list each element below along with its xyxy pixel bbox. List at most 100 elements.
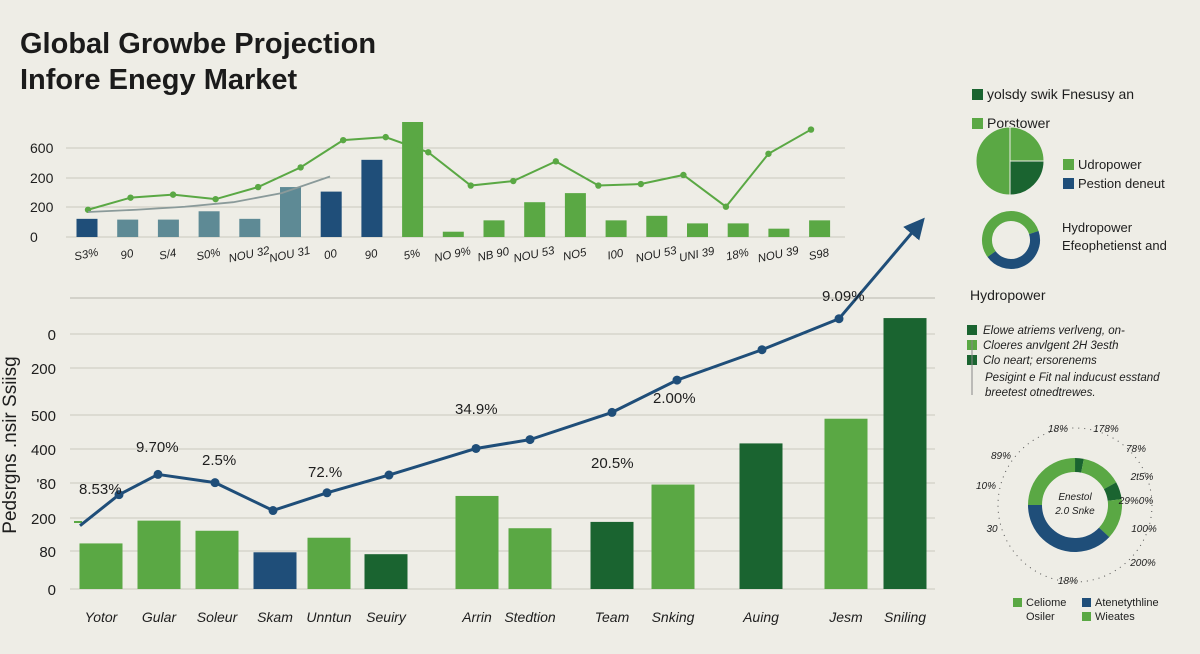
bottom-data-label: 8.53% xyxy=(79,481,122,498)
legend-label: Clo neart; ersorenems xyxy=(983,355,1097,367)
bottom-data-label: 9.70% xyxy=(136,439,179,456)
donut-pct-label: 29%0% xyxy=(1118,496,1154,507)
legend-swatch xyxy=(1082,612,1091,621)
bottom-y-tick-label: 500 xyxy=(31,408,56,425)
top-y-tick-label: 200 xyxy=(30,199,54,215)
top-x-tick-label: NO 9% xyxy=(433,245,472,264)
bottom-x-tick-label: Stedtion xyxy=(504,609,556,625)
top-series-point xyxy=(680,171,687,179)
bottom-x-tick-label: Unntun xyxy=(306,609,351,625)
top-x-tick-label: 00 xyxy=(323,248,339,263)
top-x-tick-label: S3% xyxy=(73,247,99,264)
top-series-point xyxy=(339,136,347,144)
top-series-point xyxy=(382,133,389,141)
top-bar xyxy=(727,223,749,237)
donut-segment xyxy=(1028,458,1122,552)
trend-point xyxy=(607,407,617,417)
bottom-x-tick-label: Arrin xyxy=(461,609,492,625)
top-x-tick-label: 18% xyxy=(725,247,750,264)
donut-pct-label: 89% xyxy=(991,451,1011,462)
top-series-point xyxy=(169,191,177,198)
bottom-y-tick-label: 0 xyxy=(48,582,56,599)
trend-point xyxy=(757,345,767,355)
top-x-tick-label: S0% xyxy=(195,247,221,264)
pie-slice xyxy=(1009,126,1045,162)
top-series-point xyxy=(807,126,815,133)
top-bar xyxy=(605,220,627,237)
top-series-point xyxy=(765,150,772,157)
legend-label: Osiler xyxy=(1026,611,1055,623)
top-bar xyxy=(646,215,668,237)
top-series-point xyxy=(510,177,517,185)
top-x-tick-label: S/4 xyxy=(158,247,177,262)
top-x-tick-label: NOU 53 xyxy=(513,245,557,266)
legend-label: Porstower xyxy=(987,115,1050,131)
bottom-bar xyxy=(824,418,868,589)
donut-label: Efeophetienst and xyxy=(1062,238,1167,253)
bottom-x-tick-label: Snking xyxy=(652,609,695,625)
right-panel: yolsdy swik Fnesusy an Porstower Udropower… xyxy=(967,86,1167,623)
top-series-point xyxy=(425,149,432,156)
legend-label: Wieates xyxy=(1095,611,1135,623)
top-bar xyxy=(483,220,505,237)
donut-pct-label: 18% xyxy=(1048,424,1068,435)
bottom-y-tick-label: 200 xyxy=(31,511,56,528)
top-x-tick-label: NOU 39 xyxy=(757,245,801,266)
trend-point xyxy=(153,469,163,479)
legend-label: Celiome xyxy=(1026,597,1066,609)
legend-label: yolsdy swik Fnesusy an xyxy=(987,86,1134,102)
bottom-bar xyxy=(739,443,783,589)
bottom-x-tick-label: Team xyxy=(595,609,630,625)
bottom-y-tick-label: 400 xyxy=(31,442,56,459)
bottom-x-tick-label: Jesm xyxy=(828,609,863,625)
donut-pct-label: 2t5% xyxy=(1130,472,1154,483)
donut-pct-label: 100% xyxy=(1131,524,1157,535)
top-bar xyxy=(687,223,708,237)
bottom-y-tick-label: 200 xyxy=(31,361,56,378)
trend-point xyxy=(384,470,394,480)
top-x-tick-label: S98 xyxy=(808,247,831,263)
donut-pct-label: 10% xyxy=(976,481,996,492)
legend-label: Pestion deneut xyxy=(1078,176,1165,191)
top-y-tick-label: 0 xyxy=(30,229,38,245)
bottom-data-label: 34.9% xyxy=(455,401,498,418)
donut-pct-label: 18% xyxy=(1058,576,1078,587)
bottom-x-tick-label: Seuiry xyxy=(366,609,407,625)
bottom-y-tick-label: 0 xyxy=(48,327,56,344)
top-bar xyxy=(524,202,546,237)
top-bar xyxy=(239,218,261,237)
top-series-point xyxy=(254,183,262,191)
top-bar xyxy=(76,218,98,237)
bottom-data-label: 2.5% xyxy=(202,452,236,469)
bottom-chart: 0 200 500 400 '80 200 80 0 Pedsrgns .nsir Ssiisg… xyxy=(0,217,935,625)
top-x-tick-label: NOU 32 xyxy=(228,245,272,266)
top-bar xyxy=(320,191,342,237)
legend-note: Pesigint e Fit nal inducust esstand xyxy=(985,372,1160,384)
top-x-tick-label: 90 xyxy=(120,248,136,263)
donut-label: Hydropower xyxy=(1062,220,1133,235)
bottom-x-tick-label: Sniling xyxy=(884,609,926,625)
top-bar xyxy=(117,219,139,237)
top-x-tick-label: 5% xyxy=(403,247,422,262)
legend-swatch xyxy=(1063,159,1074,170)
top-x-tick-label: NO5 xyxy=(562,247,588,264)
top-bar xyxy=(280,187,301,237)
top-series-point xyxy=(722,203,730,210)
donut-center-label: Enestol xyxy=(1058,492,1092,503)
bottom-data-label: 20.5% xyxy=(591,455,634,472)
top-y-tick-label: 600 xyxy=(30,140,54,156)
donut-segment xyxy=(1028,458,1122,552)
trend-point xyxy=(672,375,682,385)
bottom-x-tick-label: Auing xyxy=(742,609,779,625)
top-bar xyxy=(564,193,586,237)
bottom-bar xyxy=(883,318,927,589)
donut-segment xyxy=(1028,458,1122,552)
bottom-x-tick-label: Skam xyxy=(257,609,293,625)
chart-title-line-1: Global Growbe Projection xyxy=(20,28,377,60)
pie-slice xyxy=(975,126,1011,196)
bottom-bar xyxy=(253,552,297,589)
bottom-data-label: 2.00% xyxy=(653,390,696,407)
top-bar xyxy=(157,219,179,237)
